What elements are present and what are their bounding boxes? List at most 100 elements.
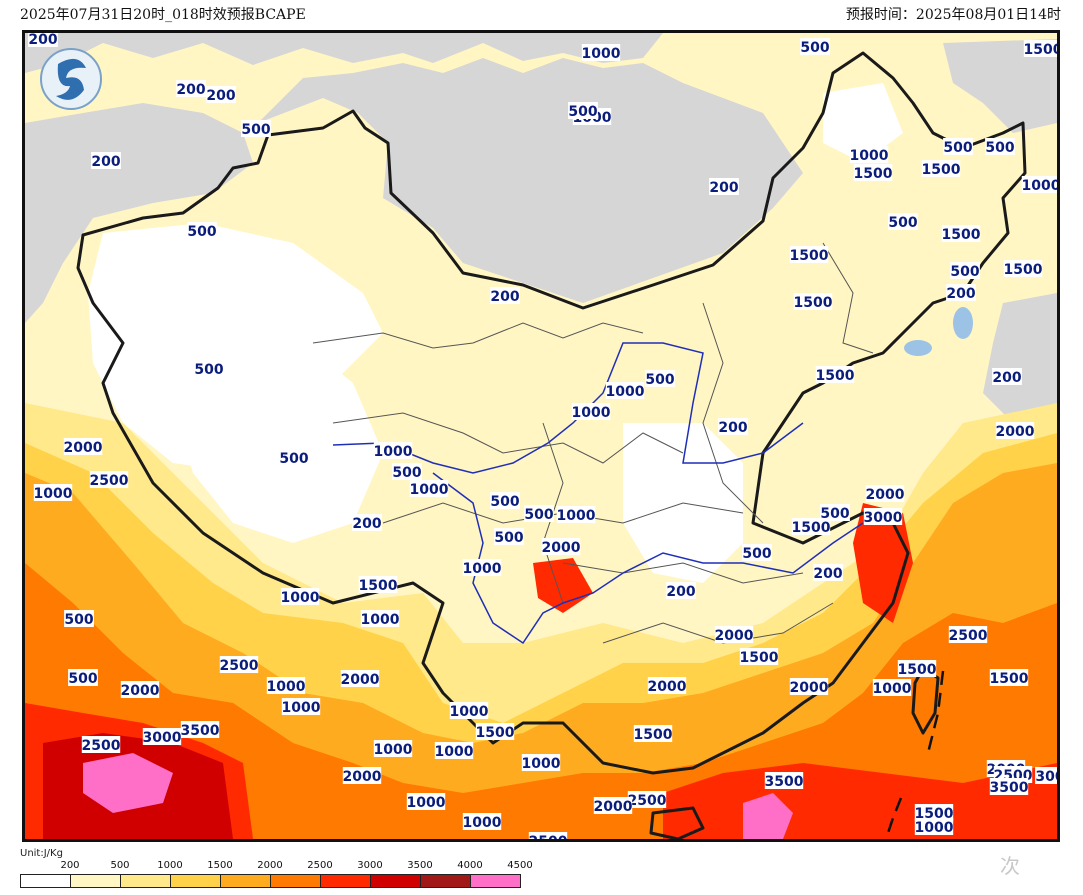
legend-tick: 3500 <box>407 860 433 871</box>
china-border <box>76 51 1027 839</box>
contour-label-text: 1000 <box>522 756 561 772</box>
contour-label-bg <box>989 778 1029 795</box>
contour-label-bg <box>914 804 954 821</box>
contour-label: 500 <box>645 370 675 388</box>
legend-swatch <box>470 874 521 888</box>
contour-label-text: 3500 <box>990 780 1029 796</box>
contour-label: 200 <box>91 152 121 170</box>
contour-label-bg <box>709 178 739 195</box>
contour-label-bg <box>494 528 524 545</box>
contour-label-text: 200 <box>352 516 381 532</box>
contour-label-text: 200 <box>490 289 519 305</box>
contour-label-text: 1000 <box>463 815 502 831</box>
contour-label-bg <box>279 449 309 466</box>
contour-label: 2000 <box>594 797 633 815</box>
contour-label-text: 500 <box>524 507 553 523</box>
contour-label-bg <box>340 670 380 687</box>
contour-label: 200 <box>813 564 843 582</box>
contour-label-text: 1500 <box>990 671 1029 687</box>
contour-label-bg <box>985 138 1015 155</box>
contour-label-bg <box>524 505 554 522</box>
contour-label-bg <box>219 656 259 673</box>
contour-label-bg <box>593 797 633 814</box>
contour-label-bg <box>490 492 520 509</box>
contour-label-layer: 1000500150020020020050020010005001000150… <box>28 33 1057 839</box>
contour-label-bg <box>360 610 400 627</box>
contour-label-bg <box>995 422 1035 439</box>
contour-label: 500 <box>494 528 524 546</box>
contour-label-text: 2000 <box>121 683 160 699</box>
contour-label-bg <box>449 702 489 719</box>
contour-label-bg <box>280 588 320 605</box>
contour-label-text: 2000 <box>790 680 829 696</box>
contour-label: 1500 <box>476 723 515 741</box>
legend-tick: 1000 <box>157 860 183 871</box>
grey-region-kazakh <box>25 103 253 323</box>
legend-tick: 4000 <box>457 860 483 871</box>
contour-label-bg <box>647 677 687 694</box>
contour-label: 2500 <box>628 791 667 809</box>
contour-label-bg <box>373 740 413 757</box>
contour-label-bg <box>813 564 843 581</box>
contour-label-bg <box>68 669 98 686</box>
contour-label-bg <box>462 559 502 576</box>
agency-logo <box>38 44 104 114</box>
contour-label-bg <box>352 514 382 531</box>
contour-label-bg <box>342 767 382 784</box>
yellow-river <box>332 342 804 474</box>
contour-label: 1000 <box>34 484 73 502</box>
cape-field-low-ne <box>823 83 903 163</box>
contour-label: 2000 <box>715 626 754 644</box>
cape-field-low-inner <box>173 333 383 543</box>
contour-label: 2000 <box>542 538 581 556</box>
color-legend: 200 500 1000 1500 2000 2500 3000 3500 4000 4500 <box>20 860 533 890</box>
contour-label-text: 500 <box>490 494 519 510</box>
contour-label: 1000 <box>410 480 449 498</box>
contour-label-bg <box>462 813 502 830</box>
contour-label-bg <box>187 222 217 239</box>
contour-label-bg <box>521 754 561 771</box>
contour-label-text: 2500 <box>82 738 121 754</box>
contour-label-text: 1000 <box>915 820 954 836</box>
legend-swatch <box>320 874 371 888</box>
grey-region-mongolia <box>258 58 803 303</box>
contour-label-text: 1000 <box>407 795 446 811</box>
contour-label-bg <box>33 484 73 501</box>
contour-label-bg <box>373 442 413 459</box>
contour-label: 1000 <box>463 559 502 577</box>
contour-label: 1500 <box>854 164 893 182</box>
contour-label-text: 1000 <box>582 46 621 62</box>
contour-label-text: 2500 <box>529 834 568 839</box>
grey-region-ne <box>943 39 1057 133</box>
contour-label-text: 1000 <box>361 612 400 628</box>
contour-label: 2500 <box>82 736 121 754</box>
cape-field-4500-sea <box>743 793 793 839</box>
contour-label-bg <box>853 164 893 181</box>
contour-label: 1500 <box>1004 260 1043 278</box>
contour-label: 2000 <box>121 681 160 699</box>
contour-label: 500 <box>524 505 554 523</box>
contour-label: 200 <box>666 582 696 600</box>
contour-label-bg <box>718 418 748 435</box>
contour-label-text: 200 <box>992 370 1021 386</box>
contour-label-text: 2500 <box>220 658 259 674</box>
contour-label-bg <box>406 793 446 810</box>
contour-label-text: 3000 <box>143 730 182 746</box>
legend-swatch <box>420 874 471 888</box>
contour-label-text: 500 <box>241 122 270 138</box>
contour-label-text: 500 <box>645 372 674 388</box>
contour-label-text: 2000 <box>64 440 103 456</box>
contour-label-text: 500 <box>494 530 523 546</box>
contour-label-text: 500 <box>392 465 421 481</box>
contour-label-bg <box>241 120 271 137</box>
contour-label-text: 1500 <box>794 295 833 311</box>
contour-label-text: 2000 <box>542 540 581 556</box>
contour-label: 500 <box>241 120 271 138</box>
contour-label-bg <box>120 681 160 698</box>
contour-label: 200 <box>718 418 748 436</box>
contour-label: 1000 <box>522 754 561 772</box>
contour-label: 1000 <box>450 702 489 720</box>
contour-label-text: 1000 <box>267 679 306 695</box>
legend-swatch <box>170 874 221 888</box>
contour-label: 1000 <box>374 740 413 758</box>
